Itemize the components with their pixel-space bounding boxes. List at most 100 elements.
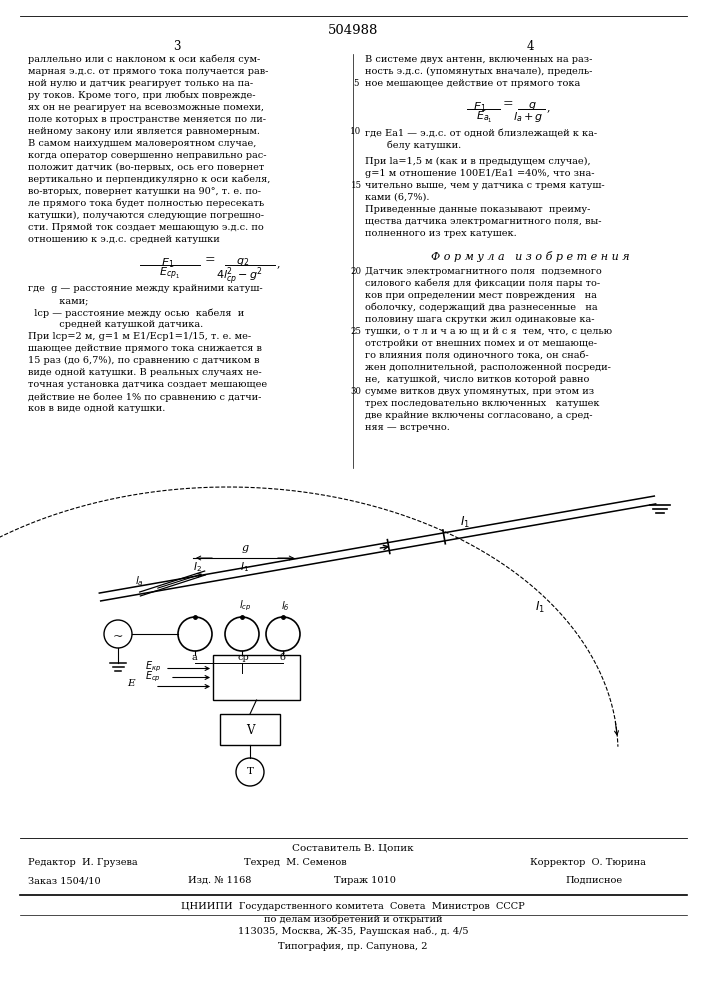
Text: $4l^2_{cp} - g^2$: $4l^2_{cp} - g^2$ bbox=[216, 266, 264, 288]
Text: 20: 20 bbox=[351, 267, 361, 276]
Text: lср — расстояние между осью  кабеля  и: lср — расстояние между осью кабеля и bbox=[28, 308, 244, 318]
Text: ле прямого тока будет полностью пересекать: ле прямого тока будет полностью пересека… bbox=[28, 199, 264, 209]
Text: $l_б$: $l_б$ bbox=[281, 599, 290, 613]
Text: 15 раз (до 6,7%), по сравнению с датчиком в: 15 раз (до 6,7%), по сравнению с датчико… bbox=[28, 356, 259, 365]
Text: $l_{cp}$: $l_{cp}$ bbox=[239, 599, 252, 613]
Text: ков при определении мест повреждения   на: ков при определении мест повреждения на bbox=[365, 291, 597, 300]
Text: отношению к э.д.с. средней катушки: отношению к э.д.с. средней катушки bbox=[28, 235, 220, 244]
Text: сти. Прямой ток создает мешающую э.д.с. по: сти. Прямой ток создает мешающую э.д.с. … bbox=[28, 223, 264, 232]
Text: 3: 3 bbox=[173, 40, 181, 53]
Text: ное мешающее действие от прямого тока: ное мешающее действие от прямого тока bbox=[365, 79, 580, 88]
Text: 10: 10 bbox=[351, 127, 361, 136]
Text: $l_a$: $l_a$ bbox=[135, 574, 144, 588]
Text: ками (6,7%).: ками (6,7%). bbox=[365, 193, 429, 202]
Text: где  g — расстояние между крайними катуш-: где g — расстояние между крайними катуш- bbox=[28, 284, 262, 293]
Text: полненного из трех катушек.: полненного из трех катушек. bbox=[365, 229, 517, 238]
Text: Тираж 1010: Тираж 1010 bbox=[334, 876, 396, 885]
Text: Изд. № 1168: Изд. № 1168 bbox=[188, 876, 252, 885]
Text: 15: 15 bbox=[351, 181, 361, 190]
Text: две крайние включены согласовано, а сред-: две крайние включены согласовано, а сред… bbox=[365, 411, 592, 420]
Text: не,  катушкой, число витков которой равно: не, катушкой, число витков которой равно bbox=[365, 375, 590, 384]
Text: 25: 25 bbox=[351, 327, 361, 336]
Text: Составитель В. Цопик: Составитель В. Цопик bbox=[292, 843, 414, 852]
Text: a: a bbox=[191, 653, 197, 662]
Text: тушки, о т л и ч а ю щ и й с я  тем, что, с целью: тушки, о т л и ч а ю щ и й с я тем, что,… bbox=[365, 327, 612, 336]
Text: В системе двух антенн, включенных на раз-: В системе двух антенн, включенных на раз… bbox=[365, 55, 592, 64]
Text: Типография, пр. Сапунова, 2: Типография, пр. Сапунова, 2 bbox=[279, 942, 428, 951]
Text: силового кабеля для фиксации поля пары то-: силового кабеля для фиксации поля пары т… bbox=[365, 279, 600, 288]
Text: $I_1$: $I_1$ bbox=[460, 515, 470, 530]
Text: ~: ~ bbox=[112, 630, 123, 643]
Text: виде одной катушки. В реальных случаях не-: виде одной катушки. В реальных случаях н… bbox=[28, 368, 262, 377]
Text: отстройки от внешних помех и от мешающе-: отстройки от внешних помех и от мешающе- bbox=[365, 339, 597, 348]
Text: вертикально и перпендикулярно к оси кабеля,: вертикально и перпендикулярно к оси кабе… bbox=[28, 175, 270, 184]
Text: няя — встречно.: няя — встречно. bbox=[365, 423, 450, 432]
Text: по делам изобретений и открытий: по делам изобретений и открытий bbox=[264, 914, 443, 924]
Text: Корректор  О. Тюрина: Корректор О. Тюрина bbox=[530, 858, 646, 867]
Text: E: E bbox=[127, 680, 134, 688]
Text: сумме витков двух упомянутых, при этом из: сумме витков двух упомянутых, при этом и… bbox=[365, 387, 594, 396]
Text: При lср=2 м, g=1 м E1/Eср1=1/15, т. е. ме-: При lср=2 м, g=1 м E1/Eср1=1/15, т. е. м… bbox=[28, 332, 251, 341]
Text: =: = bbox=[503, 98, 513, 110]
Text: го влияния поля одиночного тока, он снаб-: го влияния поля одиночного тока, он снаб… bbox=[365, 351, 589, 360]
Text: трех последовательно включенных   катушек: трех последовательно включенных катушек bbox=[365, 399, 600, 408]
Bar bbox=[220, 714, 280, 745]
Text: Ф о р м у л а   и з о б р е т е н и я: Ф о р м у л а и з о б р е т е н и я bbox=[431, 251, 629, 262]
Text: $E_1$: $E_1$ bbox=[161, 256, 174, 270]
Text: g: g bbox=[241, 543, 249, 553]
Text: В самом наихудшем маловероятном случае,: В самом наихудшем маловероятном случае, bbox=[28, 139, 257, 148]
Text: поле которых в пространстве меняется по ли-: поле которых в пространстве меняется по … bbox=[28, 115, 266, 124]
Text: белу катушки.: белу катушки. bbox=[365, 141, 461, 150]
Text: При la=1,5 м (как и в предыдущем случае),: При la=1,5 м (как и в предыдущем случае)… bbox=[365, 157, 590, 166]
Text: 504988: 504988 bbox=[328, 24, 378, 37]
Text: ность э.д.с. (упомянутых вначале), предель-: ность э.д.с. (упомянутых вначале), преде… bbox=[365, 67, 592, 76]
Text: 5: 5 bbox=[354, 79, 358, 88]
Text: половину шага скрутки жил одинаковые ка-: половину шага скрутки жил одинаковые ка- bbox=[365, 315, 595, 324]
Bar bbox=[213, 655, 300, 700]
Text: раллельно или с наклоном к оси кабеля сум-: раллельно или с наклоном к оси кабеля су… bbox=[28, 55, 260, 64]
Text: Подписное: Подписное bbox=[565, 876, 622, 885]
Text: 30: 30 bbox=[351, 387, 361, 396]
Text: оболочку, содержащий два разнесенные   на: оболочку, содержащий два разнесенные на bbox=[365, 303, 597, 312]
Text: 113035, Москва, Ж-35, Раушская наб., д. 4/5: 113035, Москва, Ж-35, Раушская наб., д. … bbox=[238, 926, 468, 936]
Text: $g$: $g$ bbox=[527, 100, 537, 112]
Text: $l_a + g$: $l_a + g$ bbox=[513, 110, 543, 124]
Text: $I_1$: $I_1$ bbox=[535, 600, 545, 615]
Text: щества датчика электромагнитного поля, вы-: щества датчика электромагнитного поля, в… bbox=[365, 217, 602, 226]
Text: ков в виде одной катушки.: ков в виде одной катушки. bbox=[28, 404, 165, 413]
Text: жен дополнительной, расположенной посреди-: жен дополнительной, расположенной посред… bbox=[365, 363, 611, 372]
Text: ру токов. Кроме того, при любых поврежде-: ру токов. Кроме того, при любых поврежде… bbox=[28, 91, 255, 101]
Text: шающее действие прямого тока снижается в: шающее действие прямого тока снижается в bbox=[28, 344, 262, 353]
Text: 4: 4 bbox=[526, 40, 534, 53]
Text: средней катушкой датчика.: средней катушкой датчика. bbox=[28, 320, 203, 329]
Text: $I_1$: $I_1$ bbox=[240, 560, 249, 574]
Text: T: T bbox=[247, 767, 254, 776]
Text: $I_2$: $I_2$ bbox=[193, 560, 202, 574]
Text: катушки), получаются следующие погрешно-: катушки), получаются следующие погрешно- bbox=[28, 211, 264, 220]
Text: g=1 м отношение 100E1/Ea1 =40%, что зна-: g=1 м отношение 100E1/Ea1 =40%, что зна- bbox=[365, 169, 595, 178]
Text: $E_{a_1}$: $E_{a_1}$ bbox=[476, 110, 492, 125]
Text: б: б bbox=[279, 653, 285, 662]
Text: точная установка датчика создает мешающее: точная установка датчика создает мешающе… bbox=[28, 380, 267, 389]
Text: когда оператор совершенно неправильно рас-: когда оператор совершенно неправильно ра… bbox=[28, 151, 267, 160]
Text: $E_{кр}$: $E_{кр}$ bbox=[145, 660, 161, 674]
Text: Заказ 1504/10: Заказ 1504/10 bbox=[28, 876, 100, 885]
Text: ,: , bbox=[547, 102, 551, 112]
Text: ЦНИИПИ  Государственного комитета  Совета  Министров  СССР: ЦНИИПИ Государственного комитета Совета … bbox=[181, 902, 525, 911]
Text: $E_1$: $E_1$ bbox=[474, 100, 486, 114]
Text: Редактор  И. Грузева: Редактор И. Грузева bbox=[28, 858, 138, 867]
Text: Техред  М. Семенов: Техред М. Семенов bbox=[244, 858, 346, 867]
Text: V: V bbox=[246, 724, 255, 738]
Text: $g_2$: $g_2$ bbox=[236, 256, 250, 268]
Text: cp: cp bbox=[238, 653, 250, 662]
Text: Датчик электромагнитного поля  подземного: Датчик электромагнитного поля подземного bbox=[365, 267, 602, 276]
Text: положит датчик (во-первых, ось его повернет: положит датчик (во-первых, ось его повер… bbox=[28, 163, 264, 172]
Text: марная э.д.с. от прямого тока получается рав-: марная э.д.с. от прямого тока получается… bbox=[28, 67, 269, 76]
Text: $E_{cp_1}$: $E_{cp_1}$ bbox=[159, 266, 180, 282]
Text: =: = bbox=[205, 253, 216, 266]
Text: ками;: ками; bbox=[28, 296, 88, 305]
Text: $E_{cp}$: $E_{cp}$ bbox=[145, 670, 161, 684]
Text: Приведенные данные показывают  преиму-: Приведенные данные показывают преиму- bbox=[365, 205, 590, 214]
Text: во-вторых, повернет катушки на 90°, т. е. по-: во-вторых, повернет катушки на 90°, т. е… bbox=[28, 187, 261, 196]
Text: где Ea1 — э.д.с. от одной близлежащей к ка-: где Ea1 — э.д.с. от одной близлежащей к … bbox=[365, 129, 597, 138]
